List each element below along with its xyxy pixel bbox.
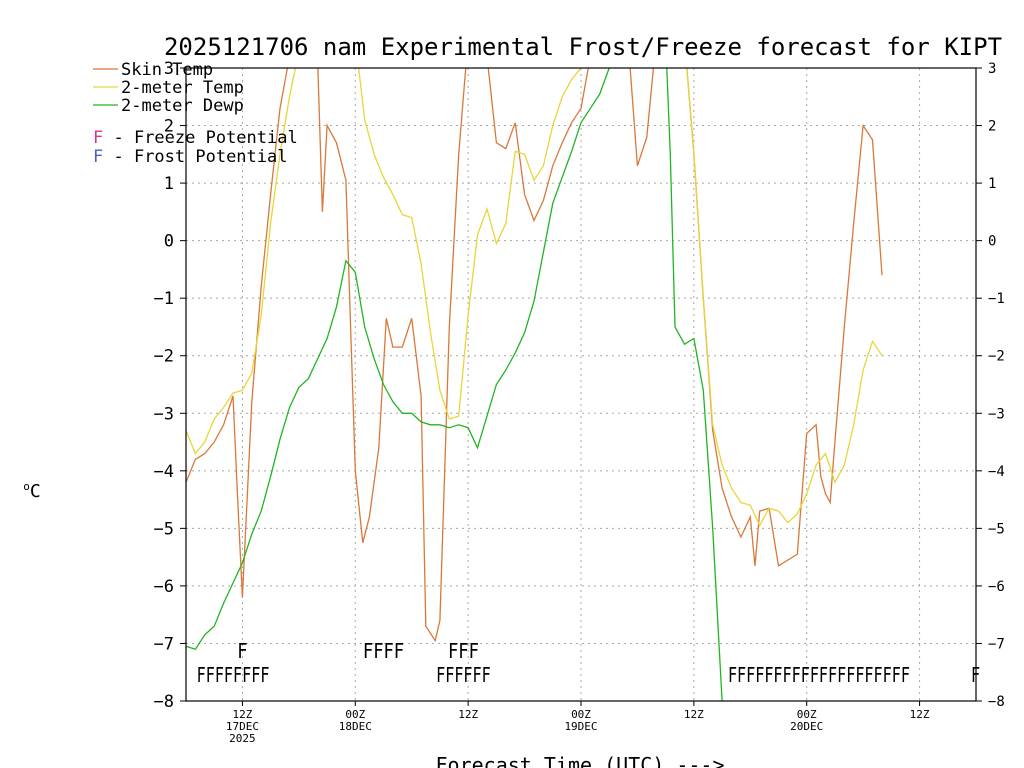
y-tick-label-right: −7 xyxy=(988,636,1005,652)
data-series xyxy=(186,68,883,701)
y-tick-label: −2 xyxy=(154,347,174,367)
y-tick-label: −5 xyxy=(154,519,174,539)
x-tick-label: 00Z xyxy=(571,708,591,721)
x-tick-label: 12Z xyxy=(458,708,478,721)
freeze-flag: FFFFFFFFFFFFFFFFFFFF xyxy=(728,663,910,687)
x-tick-label: 18DEC xyxy=(339,720,372,733)
freeze-flag: FFFFFFFF xyxy=(197,663,270,687)
y-tick-label-right: 1 xyxy=(988,176,996,192)
legend-label: 2-meter Temp xyxy=(121,78,244,98)
y-tick-label-right: −4 xyxy=(988,464,1005,480)
y-tick-label: −3 xyxy=(154,404,174,424)
x-tick-label: 12Z xyxy=(684,708,704,721)
freeze-flag: F xyxy=(971,663,980,687)
x-tick-label: 12Z xyxy=(232,708,252,721)
y-tick-label-right: 0 xyxy=(988,234,996,250)
frost-flag: FFFF xyxy=(363,639,404,663)
x-tick-label: 00Z xyxy=(345,708,365,721)
y-axis-label: oC xyxy=(23,480,40,502)
x-tick-label: 12Z xyxy=(910,708,930,721)
y-tick-label-right: −8 xyxy=(988,694,1005,710)
x-axis-label: Forecast Time (UTC) ---> xyxy=(436,753,725,768)
y-tick-label: −8 xyxy=(154,692,174,712)
y-tick-label-right: 3 xyxy=(988,61,996,77)
y-tick-label: −6 xyxy=(154,577,174,597)
freeze-flag: FFFFFF xyxy=(436,663,491,687)
y-axis-ticks: −8 −8 −7 −7 −6 −6 −5 −5 −4 −4 −3 −3 −2 −2 −1 −1 0 0 1 1 2 2 3 3 xyxy=(154,59,1005,712)
flag-legend-entry: F - Frost Potential xyxy=(93,147,287,167)
legend-label: Skin Temp xyxy=(121,60,213,80)
series-line-skin-temp xyxy=(186,68,883,643)
y-tick-label: −1 xyxy=(154,289,174,309)
x-tick-label: 17DEC xyxy=(226,720,259,733)
y-tick-label-right: −6 xyxy=(988,579,1005,595)
y-tick-label-right: −2 xyxy=(988,349,1005,365)
grid-lines xyxy=(186,68,976,701)
y-tick-label: −4 xyxy=(154,462,174,482)
plot-frame xyxy=(185,67,977,702)
potential-flags: F FFFF FFFFFFFFFFF FFFFFF FFFFFFFFFFFFFFFFFF… xyxy=(197,639,980,687)
flag-legend-entry: F - Freeze Potential xyxy=(93,128,298,148)
y-tick-label-right: 2 xyxy=(988,119,996,135)
chart-title: 2025121706 nam Experimental Frost/Freeze… xyxy=(164,33,1002,61)
y-tick-label: 3 xyxy=(164,59,174,79)
y-tick-label: 1 xyxy=(164,174,174,194)
x-tick-label: 2025 xyxy=(229,732,256,745)
series-line-2-meter-temp xyxy=(186,68,883,527)
y-tick-label: 2 xyxy=(164,117,174,137)
y-tick-label-right: −5 xyxy=(988,521,1005,537)
x-tick-label: 00Z xyxy=(797,708,817,721)
y-tick-label: −7 xyxy=(154,634,174,654)
frost-flag: F xyxy=(237,639,247,663)
frost-flag: FFF xyxy=(448,639,479,663)
series-line-2-meter-dewp xyxy=(186,68,723,701)
legend-label: 2-meter Dewp xyxy=(121,96,244,116)
x-tick-label: 19DEC xyxy=(564,720,597,733)
y-tick-label-right: −3 xyxy=(988,406,1005,422)
y-tick-label-right: −1 xyxy=(988,291,1005,307)
x-tick-label: 20DEC xyxy=(790,720,823,733)
y-tick-label: 0 xyxy=(164,232,174,252)
